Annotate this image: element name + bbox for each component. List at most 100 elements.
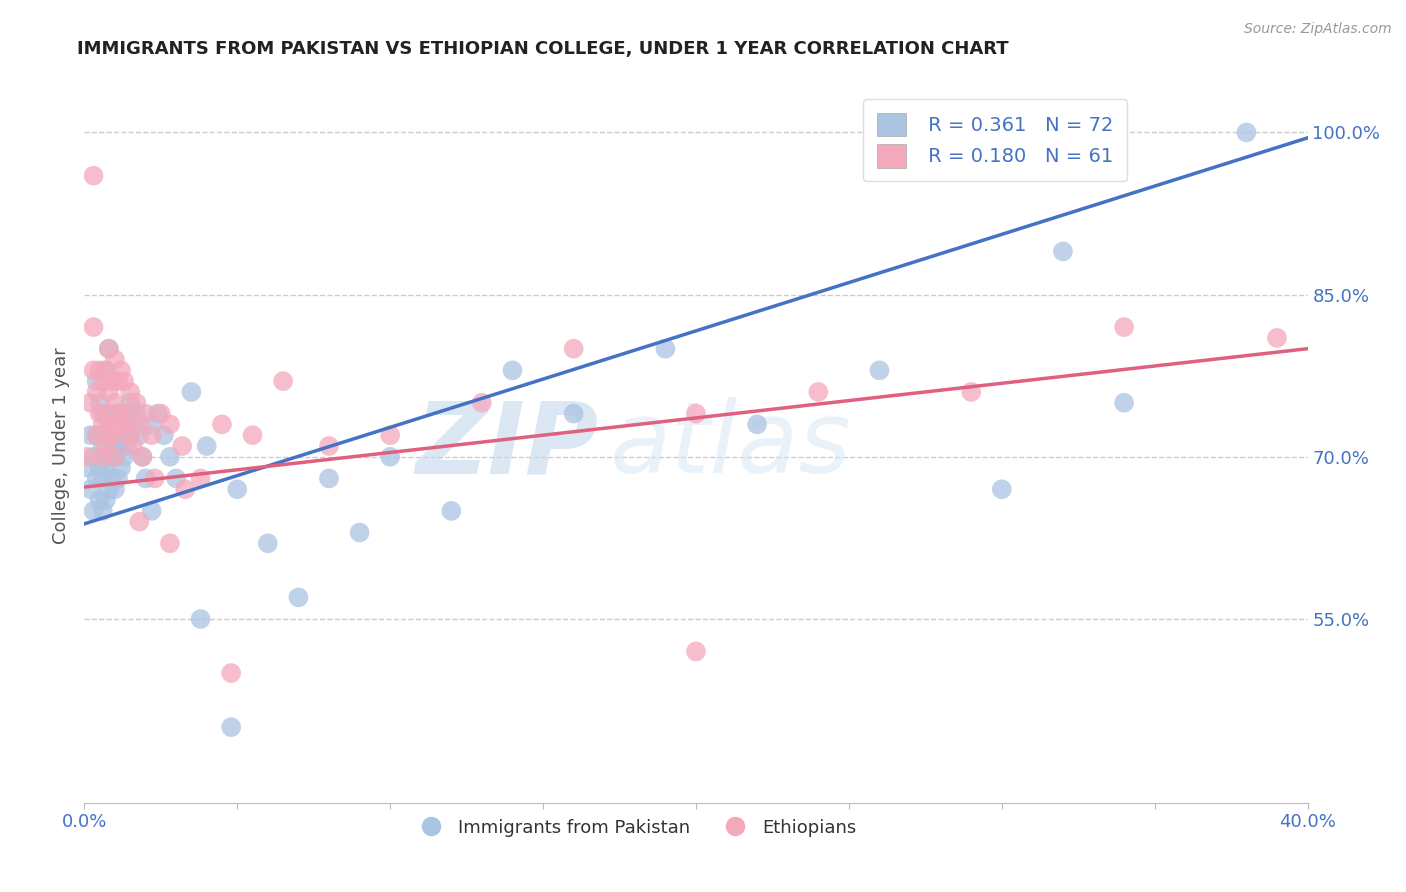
Point [91,374,114,388]
Point [94,493,117,508]
Point [89,428,111,442]
Point [89,407,111,421]
Text: ZIP: ZIP [415,398,598,494]
Point [128,515,150,529]
Point [97,450,120,464]
Point [83,504,105,518]
Point [91,450,114,464]
Point [125,396,148,410]
Point [195,439,218,453]
Point [287,591,309,605]
Point [86,384,108,399]
Point [146,407,169,421]
Point [1114,320,1136,334]
Point [107,417,129,432]
Point [91,504,114,518]
Point [747,417,769,432]
Point [143,471,166,485]
Point [76,460,98,475]
Point [79,396,101,410]
Point [125,407,148,421]
Point [86,428,108,442]
Point [79,428,101,442]
Point [97,482,120,496]
Point [107,439,129,453]
Point [502,363,524,377]
Point [110,460,132,475]
Point [94,439,117,453]
Point [104,428,127,442]
Point [91,471,114,485]
Point [107,374,129,388]
Point [960,384,983,399]
Point [122,439,145,453]
Point [1265,331,1288,345]
Point [471,396,494,410]
Point [380,450,402,464]
Point [83,320,105,334]
Point [190,471,212,485]
Point [869,363,891,377]
Point [115,439,138,453]
Point [991,482,1014,496]
Point [135,471,157,485]
Point [128,428,150,442]
Point [135,407,157,421]
Point [128,417,150,432]
Point [242,428,264,442]
Point [107,407,129,421]
Point [149,407,172,421]
Point [153,428,176,442]
Point [271,374,294,388]
Point [120,428,142,442]
Point [219,666,242,681]
Point [86,471,108,485]
Point [83,169,105,183]
Point [174,482,197,496]
Point [120,384,142,399]
Point [685,407,707,421]
Point [380,428,402,442]
Point [318,439,340,453]
Point [91,417,114,432]
Point [654,342,676,356]
Point [112,374,135,388]
Point [112,417,135,432]
Point [562,342,585,356]
Point [94,428,117,442]
Point [97,384,120,399]
Point [110,407,132,421]
Point [104,352,127,367]
Point [112,450,135,464]
Point [104,482,127,496]
Point [76,450,98,464]
Point [141,428,163,442]
Text: IMMIGRANTS FROM PAKISTAN VS ETHIOPIAN COLLEGE, UNDER 1 YEAR CORRELATION CHART: IMMIGRANTS FROM PAKISTAN VS ETHIOPIAN CO… [77,40,1010,58]
Point [807,384,830,399]
Point [1114,396,1136,410]
Point [685,644,707,658]
Point [159,450,181,464]
Text: atlas: atlas [610,398,852,494]
Point [1236,125,1258,139]
Point [83,363,105,377]
Point [104,396,127,410]
Point [91,439,114,453]
Point [94,407,117,421]
Point [115,407,138,421]
Point [110,428,132,442]
Point [190,612,212,626]
Point [141,504,163,518]
Legend: Immigrants from Pakistan, Ethiopians: Immigrants from Pakistan, Ethiopians [406,812,863,844]
Point [104,450,127,464]
Point [122,417,145,432]
Point [318,471,340,485]
Y-axis label: College, Under 1 year: College, Under 1 year [52,348,70,544]
Point [226,482,249,496]
Point [94,363,117,377]
Point [172,439,194,453]
Point [101,417,124,432]
Point [83,450,105,464]
Point [120,396,142,410]
Point [107,471,129,485]
